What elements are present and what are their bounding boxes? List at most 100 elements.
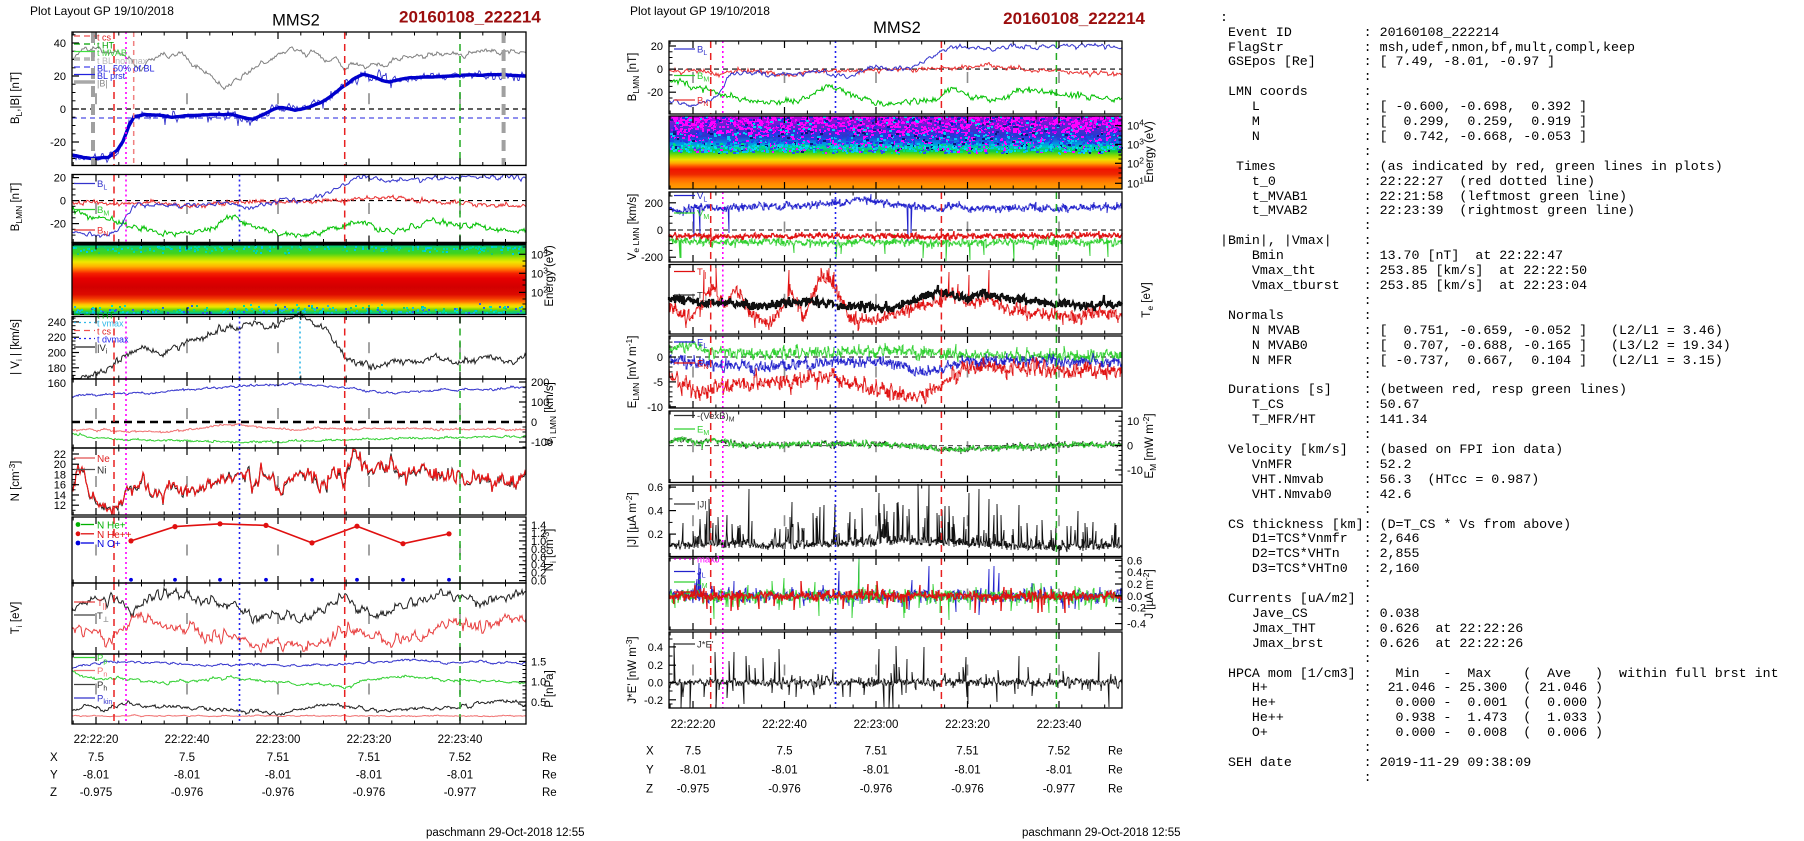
svg-text:Ne: Ne (97, 454, 110, 465)
svg-text:Z: Z (50, 787, 57, 799)
svg-text:-20: -20 (647, 87, 663, 99)
svg-text:0: 0 (657, 64, 663, 76)
svg-text:20: 20 (54, 71, 66, 83)
svg-text:BLMN [nT]: BLMN [nT] (627, 53, 641, 102)
svg-text:0.2: 0.2 (531, 568, 546, 580)
svg-text:J*E': J*E' (697, 640, 714, 651)
svg-text:Re: Re (542, 787, 557, 799)
svg-text:160: 160 (48, 378, 66, 390)
svg-text:-0.2: -0.2 (644, 695, 663, 707)
svg-text:-(VexB)M: -(VexB)M (697, 411, 735, 424)
svg-text:VL: VL (697, 191, 707, 204)
svg-text:22:23:40: 22:23:40 (438, 734, 483, 746)
svg-text:N He+: N He+ (97, 521, 126, 532)
svg-text:0: 0 (657, 225, 663, 237)
svg-text:Y: Y (646, 765, 654, 777)
svg-text:| Vi | [km/s]: | Vi | [km/s] (10, 319, 24, 375)
svg-text:ELMN [mV m-1]: ELMN [mV m-1] (624, 336, 641, 409)
svg-text:Re: Re (1108, 746, 1123, 758)
svg-text:7.52: 7.52 (1048, 746, 1070, 758)
svg-text:JN: JN (697, 588, 707, 601)
svg-text:7.51: 7.51 (956, 746, 978, 758)
svg-text:20160108_222214: 20160108_222214 (399, 8, 541, 27)
svg-text:40: 40 (54, 38, 66, 50)
svg-text:-8.01: -8.01 (265, 770, 291, 782)
svg-text:-0.976: -0.976 (262, 787, 295, 799)
svg-text:0.8: 0.8 (531, 544, 546, 556)
svg-text:Pp: Pp (97, 653, 107, 666)
svg-text:paschmann 29-Oct-2018 12:55: paschmann 29-Oct-2018 12:55 (1022, 827, 1181, 839)
svg-text:200: 200 (48, 348, 66, 360)
svg-text:T||: T|| (97, 598, 107, 611)
svg-text:t MVAB: t MVAB (97, 48, 127, 58)
svg-text:1.0: 1.0 (531, 536, 546, 548)
svg-text:-200: -200 (641, 252, 663, 264)
svg-text:BL, 50% of BL: BL, 50% of BL (97, 64, 155, 74)
svg-text:-8.01: -8.01 (174, 770, 200, 782)
svg-text:Y: Y (50, 770, 58, 782)
svg-text:18: 18 (54, 469, 66, 481)
svg-text:103: 103 (1127, 136, 1144, 151)
svg-text:|Vi: |Vi (97, 343, 108, 356)
svg-text:22:22:40: 22:22:40 (762, 719, 807, 731)
svg-text:JL: JL (697, 567, 706, 580)
svg-text:Re: Re (542, 770, 557, 782)
svg-text:7.51: 7.51 (267, 752, 289, 764)
svg-text:Energy (eV): Energy (eV) (544, 245, 556, 307)
svg-text:0.4: 0.4 (648, 642, 663, 654)
svg-text:Ni [cm-3]: Ni [cm-3] (541, 529, 558, 572)
svg-text:14: 14 (54, 490, 66, 502)
svg-text:1.2: 1.2 (531, 528, 546, 540)
svg-text:BN: BN (697, 96, 708, 109)
svg-text:Vi LMN [km/s]: Vi LMN [km/s] (544, 382, 558, 446)
svg-text:-20: -20 (50, 219, 66, 231)
svg-text:t dvmax: t dvmax (97, 335, 129, 345)
svg-text:T⊥: T⊥ (697, 291, 709, 304)
svg-text:-100: -100 (531, 437, 553, 449)
svg-text:BN: BN (97, 226, 108, 239)
svg-text:200: 200 (645, 198, 663, 210)
svg-text:22: 22 (54, 449, 66, 461)
svg-text:0.0: 0.0 (648, 678, 663, 690)
svg-text:-8.01: -8.01 (771, 765, 797, 777)
svg-text:22:22:20: 22:22:20 (74, 734, 119, 746)
svg-text:VM: VM (697, 209, 709, 222)
svg-text:J*E' [nW m-3]: J*E' [nW m-3] (624, 636, 639, 703)
svg-text:-0.977: -0.977 (1043, 784, 1076, 796)
svg-text:0: 0 (1127, 441, 1133, 453)
svg-text:22:23:40: 22:23:40 (1037, 719, 1082, 731)
svg-text:|J|: |J| (697, 500, 707, 511)
svg-text:BL prst: BL prst (97, 71, 126, 81)
svg-text:BL,|B| [nT]: BL,|B| [nT] (10, 72, 24, 124)
svg-text:104: 104 (1127, 118, 1144, 133)
svg-text:0.2: 0.2 (648, 660, 663, 672)
svg-text:22:23:00: 22:23:00 (854, 719, 899, 731)
svg-text:Ve LMN [km/s]: Ve LMN [km/s] (627, 194, 641, 261)
svg-text:-8.01: -8.01 (680, 765, 706, 777)
svg-text:102: 102 (1127, 155, 1144, 170)
svg-text:MMS2: MMS2 (272, 12, 320, 30)
svg-text:-0.976: -0.976 (768, 784, 801, 796)
svg-text:20: 20 (54, 459, 66, 471)
svg-text:Z: Z (646, 784, 653, 796)
svg-text:Ti [eV]: Ti [eV] (10, 602, 24, 635)
svg-text:t cs: t cs (97, 327, 112, 337)
svg-text:-0.975: -0.975 (80, 787, 113, 799)
svg-text:Plot layout GP 19/10/2018: Plot layout GP 19/10/2018 (630, 4, 770, 18)
svg-text:Plot Layout GP 19/10/2018: Plot Layout GP 19/10/2018 (30, 4, 174, 18)
svg-text:22:23:20: 22:23:20 (945, 719, 990, 731)
svg-text:paschmann 29-Oct-2018 12:55: paschmann 29-Oct-2018 12:55 (426, 827, 585, 839)
svg-text:-8.01: -8.01 (447, 770, 473, 782)
svg-text:|J| [µA m-2]: |J| [µA m-2] (624, 492, 639, 547)
svg-text:J [µA m-2]: J [µA m-2] (1141, 569, 1156, 618)
svg-text:20: 20 (651, 41, 663, 53)
svg-text:7.5: 7.5 (777, 746, 793, 758)
svg-text:JM: JM (697, 578, 708, 591)
svg-text:7.52: 7.52 (449, 752, 471, 764)
svg-text:maxJ: maxJ (697, 555, 720, 566)
svg-text:0: 0 (531, 417, 537, 429)
svg-text:Energy (eV): Energy (eV) (1144, 121, 1156, 183)
svg-text:7.5: 7.5 (685, 746, 701, 758)
svg-text:0.4: 0.4 (1127, 567, 1142, 579)
svg-text:0.0: 0.0 (1127, 591, 1142, 603)
